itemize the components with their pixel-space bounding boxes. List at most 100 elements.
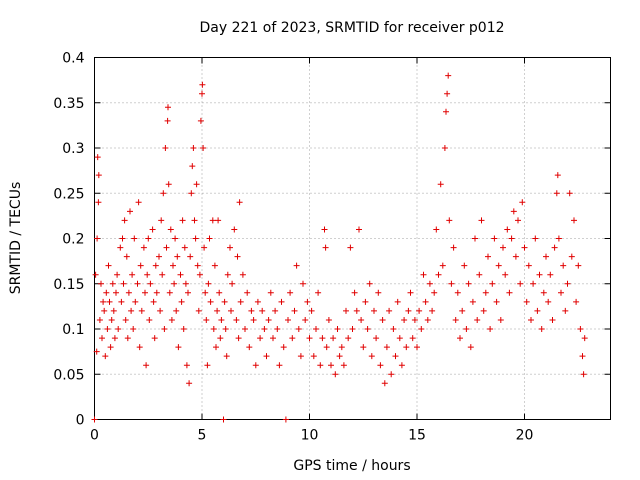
data-point bbox=[323, 344, 330, 351]
data-point bbox=[108, 317, 115, 323]
data-point bbox=[194, 262, 201, 269]
data-point bbox=[308, 307, 315, 314]
data-point bbox=[195, 307, 202, 314]
data-point bbox=[558, 289, 564, 296]
data-point bbox=[551, 244, 558, 251]
data-point bbox=[405, 307, 412, 314]
data-point bbox=[368, 353, 375, 360]
data-point bbox=[373, 335, 380, 342]
data-point bbox=[197, 117, 204, 124]
data-point bbox=[566, 190, 573, 197]
data-point bbox=[383, 344, 390, 351]
data-point bbox=[142, 289, 148, 296]
data-point bbox=[474, 317, 481, 323]
data-point bbox=[392, 353, 399, 360]
data-point bbox=[487, 326, 494, 332]
data-point bbox=[196, 271, 203, 278]
data-point bbox=[491, 235, 498, 242]
data-point bbox=[94, 154, 101, 161]
data-point bbox=[482, 289, 489, 296]
data-point bbox=[330, 335, 337, 342]
data-point bbox=[117, 244, 124, 251]
data-point bbox=[180, 326, 187, 332]
data-point bbox=[437, 181, 444, 188]
data-point bbox=[340, 362, 347, 369]
data-point bbox=[246, 344, 253, 351]
data-point bbox=[356, 226, 362, 233]
data-point bbox=[278, 298, 285, 305]
data-point bbox=[500, 244, 506, 251]
data-point bbox=[149, 226, 156, 233]
data-point bbox=[315, 289, 322, 296]
data-point bbox=[351, 289, 358, 296]
data-point bbox=[282, 416, 289, 423]
data-point bbox=[220, 416, 227, 423]
y-tick-label: 0 bbox=[76, 413, 85, 429]
data-point bbox=[102, 353, 109, 360]
data-point bbox=[463, 326, 470, 332]
data-point bbox=[159, 271, 166, 278]
data-point bbox=[388, 371, 395, 378]
data-point bbox=[95, 199, 102, 206]
x-tick-label: 10 bbox=[301, 428, 319, 444]
data-point bbox=[508, 235, 515, 242]
data-point bbox=[132, 298, 139, 305]
data-point bbox=[443, 108, 449, 115]
data-point bbox=[203, 317, 210, 323]
data-point bbox=[564, 280, 571, 287]
data-point bbox=[179, 217, 186, 224]
data-point bbox=[130, 326, 137, 332]
data-point bbox=[167, 226, 174, 233]
data-point bbox=[127, 208, 133, 215]
data-point bbox=[375, 289, 382, 296]
data-point bbox=[211, 262, 218, 269]
y-tick-label: 0.35 bbox=[53, 96, 84, 112]
data-point bbox=[358, 317, 365, 323]
data-point bbox=[135, 199, 142, 206]
data-point bbox=[360, 344, 367, 351]
data-point bbox=[429, 307, 436, 314]
data-point bbox=[379, 317, 386, 323]
data-point bbox=[439, 262, 446, 269]
data-point bbox=[160, 190, 167, 197]
data-point bbox=[227, 244, 233, 251]
data-point bbox=[92, 271, 99, 278]
data-point bbox=[237, 298, 244, 305]
data-point bbox=[188, 190, 195, 197]
chart-title: Day 221 of 2023, SRMTID for receiver p01… bbox=[199, 20, 504, 36]
data-point bbox=[571, 217, 577, 224]
x-tick-label: 5 bbox=[198, 428, 207, 444]
data-point bbox=[502, 271, 509, 278]
data-point bbox=[173, 307, 180, 314]
data-point bbox=[172, 235, 179, 242]
data-point bbox=[562, 307, 569, 314]
data-point bbox=[270, 335, 276, 342]
data-point bbox=[545, 298, 552, 305]
data-point bbox=[553, 190, 560, 197]
data-point bbox=[289, 335, 296, 342]
data-point bbox=[407, 289, 414, 296]
data-point bbox=[396, 335, 403, 342]
data-point bbox=[99, 335, 105, 342]
data-point bbox=[206, 235, 213, 242]
data-point bbox=[128, 307, 135, 314]
data-point bbox=[534, 307, 541, 314]
data-point bbox=[110, 307, 117, 314]
data-point bbox=[579, 353, 586, 360]
data-point bbox=[263, 353, 270, 360]
data-point bbox=[239, 271, 246, 278]
data-point bbox=[162, 145, 169, 151]
data-point bbox=[321, 226, 328, 233]
data-point bbox=[515, 217, 521, 224]
data-point bbox=[98, 280, 104, 287]
data-point bbox=[353, 307, 360, 314]
data-point bbox=[165, 181, 172, 188]
data-point bbox=[199, 81, 206, 88]
data-point bbox=[446, 217, 453, 224]
data-point bbox=[328, 362, 334, 369]
data-point bbox=[332, 371, 339, 378]
data-point bbox=[433, 226, 440, 233]
data-point bbox=[114, 271, 121, 278]
data-point bbox=[163, 244, 170, 251]
data-point bbox=[555, 235, 562, 242]
